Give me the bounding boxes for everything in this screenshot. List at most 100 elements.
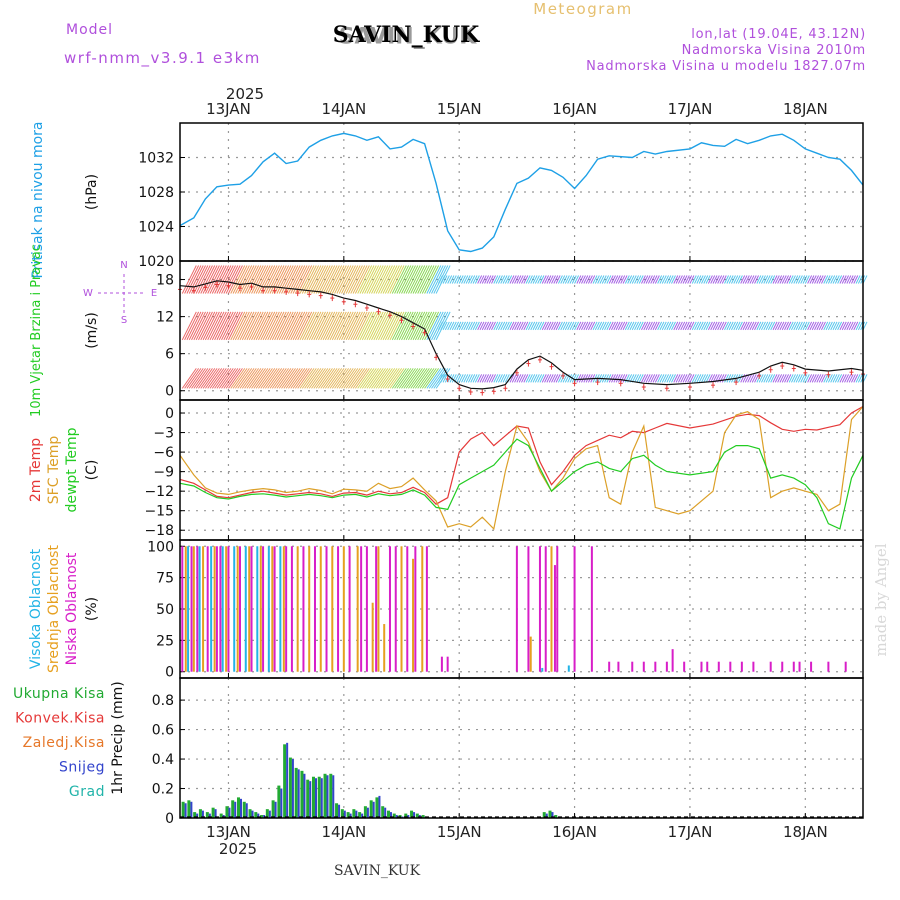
- wind-barb: [488, 321, 494, 331]
- wind-barb: [779, 321, 785, 331]
- wind-barb: [765, 321, 771, 331]
- wind-barb: [788, 275, 794, 284]
- wind-barb: [807, 275, 813, 284]
- wind-barb: [306, 265, 322, 294]
- wind-barb: [611, 275, 616, 284]
- wind-barb: [818, 321, 824, 331]
- wind-barb: [412, 368, 428, 389]
- wind-barb: [724, 275, 730, 284]
- panel-title: Pritisak na nivou mora: [30, 121, 46, 278]
- wind-barb: [814, 374, 819, 383]
- wind-barb: [671, 275, 676, 284]
- wind-barb: [465, 374, 471, 383]
- wind-barb: [853, 275, 859, 284]
- wind-barb: [747, 321, 753, 331]
- wind-barb: [211, 368, 227, 389]
- wind-barb: [394, 265, 410, 294]
- wind-barb: [207, 368, 223, 389]
- wind-barb: [188, 311, 204, 341]
- wind-barb: [687, 321, 693, 331]
- wind-barb: [680, 374, 686, 383]
- wind-barb: [590, 321, 596, 331]
- wind-barb: [772, 321, 778, 331]
- bar-ukupna-kisa: [335, 803, 339, 818]
- wind-barb: [830, 321, 836, 331]
- wind-barb: [560, 321, 566, 331]
- wind-barb: [749, 275, 755, 284]
- wind-barb: [193, 265, 209, 294]
- wind-barb: [184, 265, 200, 294]
- wind-barbs: [181, 265, 868, 389]
- wind-barb: [419, 311, 435, 341]
- wind-barb: [846, 321, 852, 331]
- wind-barb: [772, 275, 778, 284]
- wind-barb: [467, 374, 473, 383]
- wind-barb: [403, 368, 419, 389]
- wind-barb: [555, 374, 561, 383]
- wind-barb: [497, 275, 503, 284]
- bar-ukupna-kisa: [265, 809, 269, 818]
- wind-barb: [477, 374, 483, 383]
- wind-barb: [546, 275, 552, 284]
- wind-barb: [571, 321, 577, 331]
- wind-barb: [530, 275, 536, 284]
- bar-snijeg: [320, 778, 323, 818]
- wind-barb: [629, 321, 635, 331]
- bar-niska: [671, 649, 674, 672]
- wind-barb: [682, 374, 688, 383]
- wind-barb: [749, 321, 755, 331]
- wind-barb: [784, 374, 789, 383]
- wind-barb: [486, 275, 492, 284]
- wind-barb: [548, 275, 554, 284]
- wind-barb: [375, 265, 391, 294]
- bar-ukupna-kisa: [548, 810, 552, 818]
- model-elevation: Nadmorska Visina u modelu 1827.07m: [586, 59, 866, 74]
- wind-barb: [532, 374, 538, 383]
- wind-barb: [311, 311, 326, 341]
- wind-barb: [788, 374, 794, 383]
- wind-barb: [834, 321, 840, 331]
- wind-barb: [341, 311, 356, 341]
- bar-niska: [285, 546, 288, 672]
- wind-barb: [770, 374, 776, 383]
- wind-barb: [304, 368, 320, 389]
- wind-barb: [414, 265, 430, 294]
- wind-barb: [827, 275, 833, 284]
- wind-barb: [299, 265, 315, 294]
- wind-barb: [677, 275, 683, 284]
- wind-barb: [262, 311, 278, 341]
- wind-barb: [624, 275, 630, 284]
- bar-ukupna-kisa: [554, 815, 558, 818]
- wind-barb: [290, 311, 306, 341]
- wind-barb: [511, 275, 517, 284]
- wind-barb: [608, 374, 614, 383]
- wind-barb: [705, 321, 711, 331]
- wind-barb: [244, 311, 260, 341]
- wind-barb: [527, 275, 533, 284]
- wind-barb: [297, 368, 313, 389]
- bar-ukupna-kisa: [294, 767, 298, 818]
- bar-niska: [617, 661, 620, 672]
- wind-barb: [234, 368, 250, 389]
- bar-srednja: [225, 546, 228, 672]
- wind-barb: [647, 374, 653, 383]
- bar-snijeg: [372, 801, 375, 818]
- bar-niska: [388, 546, 391, 672]
- wind-barb: [707, 374, 713, 383]
- footer-station: SAVIN_KUK: [334, 863, 421, 879]
- top-tick-label: 17JAN: [668, 100, 713, 118]
- wind-barb: [684, 374, 690, 383]
- wind-barb: [574, 321, 580, 331]
- y-tick-label: 1028: [138, 185, 174, 201]
- wind-barb: [576, 275, 582, 284]
- top-tick-label: 13JAN: [206, 100, 251, 118]
- wind-barb: [500, 374, 506, 383]
- bar-niska: [781, 661, 784, 672]
- wind-barb: [251, 265, 266, 294]
- wind-barb: [225, 265, 241, 294]
- y-tick-label: −12: [144, 484, 174, 500]
- wind-barb: [262, 368, 278, 389]
- wind-barb: [486, 374, 492, 383]
- bar-ukupna-kisa: [306, 779, 310, 818]
- wind-barb: [737, 321, 743, 331]
